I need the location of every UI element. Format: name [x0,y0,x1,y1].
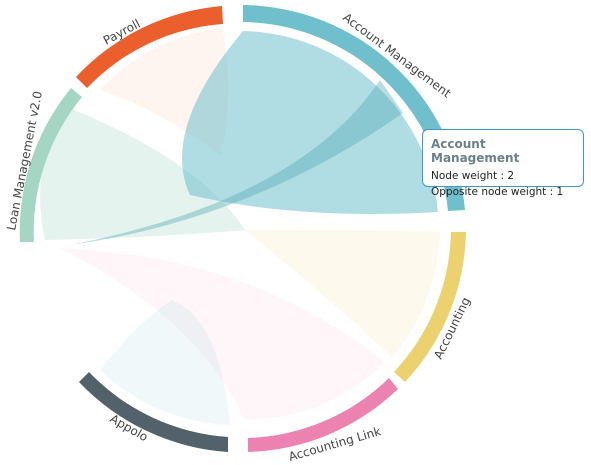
opposite-weight-label: Opposite node weight [431,186,547,198]
arc-payroll[interactable] [76,6,223,88]
arc-account-management[interactable] [243,5,465,211]
opposite-weight-value: 1 [556,186,564,198]
node-weight-label: Node weight [431,170,498,182]
ribbon-appolo-self[interactable] [100,300,230,425]
arc-loan-management[interactable] [19,88,82,242]
ribbon-accounting-link[interactable] [60,248,385,420]
ribbon-accounting-loan[interactable] [245,229,440,357]
tooltip-title: Account Management [431,137,520,165]
node-arcs [19,5,466,452]
node-tooltip: Account Management Node weight : 2 Oppos… [422,129,584,198]
arc-accounting-link[interactable] [248,378,398,452]
tooltip-node-weight-row: Node weight : 2 [431,170,515,182]
ribbon-account-management[interactable] [182,31,438,214]
ribbon-loan-accounting[interactable] [40,105,246,240]
arc-appolo[interactable] [79,372,228,452]
ribbons [40,28,440,425]
arc-accounting[interactable] [394,232,466,382]
tooltip-opposite-weight-row: Opposite node weight : 1 [431,186,564,198]
node-weight-value: 2 [507,170,515,182]
ribbon-account-loan[interactable] [70,80,403,245]
